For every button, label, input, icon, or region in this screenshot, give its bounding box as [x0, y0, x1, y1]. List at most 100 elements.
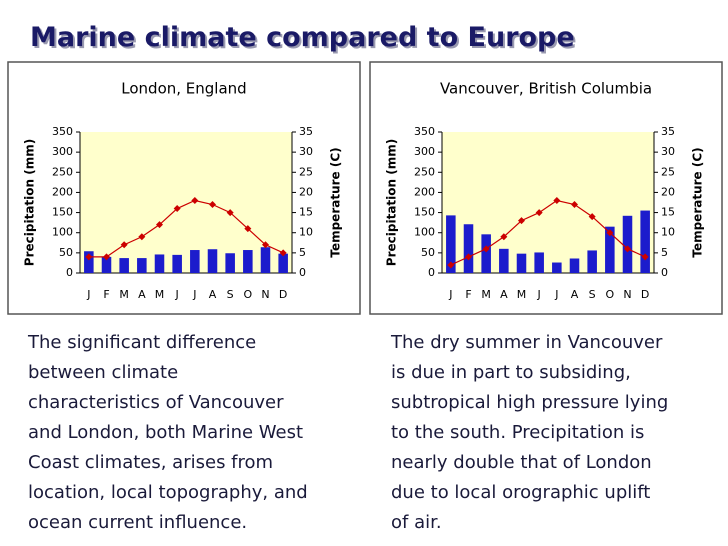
temperature-marker: [500, 233, 508, 241]
y2-tick-label: 10: [661, 226, 675, 239]
precipitation-bar: [101, 256, 112, 273]
y2-tick-label: 5: [299, 246, 306, 259]
x-tick-label: N: [623, 288, 631, 301]
precipitation-bar: [172, 254, 182, 273]
temperature-marker: [138, 233, 146, 241]
y2-tick-label: 20: [299, 185, 313, 198]
y-tick-label: 250: [414, 165, 435, 178]
paragraph-line: subtropical high pressure lying: [391, 392, 668, 413]
paragraph-line: and London, both Marine West: [28, 422, 303, 443]
y-tick-label: 150: [52, 206, 73, 219]
precipitation-bar: [154, 254, 165, 273]
y-tick-label: 100: [414, 226, 435, 239]
precipitation-bar: [243, 250, 253, 273]
y2-tick-label: 15: [661, 206, 675, 219]
temperature-line: [88, 199, 284, 258]
temperature-marker: [588, 213, 596, 221]
temperature-marker: [279, 249, 287, 257]
temperature-marker: [571, 201, 578, 209]
x-tick-label: O: [605, 288, 614, 301]
x-tick-label: M: [155, 288, 165, 301]
x-tick-label: J: [86, 288, 90, 301]
x-tick-label: J: [554, 288, 558, 301]
precipitation-bar: [587, 250, 597, 273]
y-tick-label: 300: [414, 145, 435, 158]
temperature-marker: [606, 229, 614, 237]
precipitation-bar: [260, 247, 271, 273]
y2-tick-label: 0: [299, 266, 306, 279]
temperature-marker: [244, 225, 252, 233]
y-tick-label: 0: [428, 266, 435, 279]
plot-area: [80, 132, 292, 273]
x-tick-label: D: [641, 288, 649, 301]
temperature-marker: [482, 245, 490, 253]
precipitation-bar: [119, 258, 129, 273]
paragraph-line: nearly double that of London: [391, 452, 652, 473]
precipitation-bar: [552, 262, 562, 273]
temperature-marker: [624, 245, 631, 253]
y-tick-label: 350: [414, 125, 435, 138]
x-tick-label: O: [243, 288, 252, 301]
precipitation-bar: [190, 250, 200, 273]
precipitation-bar: [225, 253, 235, 273]
slide-title: Marine climate compared to Europe: [30, 22, 575, 53]
x-tick-label: A: [209, 288, 217, 301]
x-tick-label: S: [227, 288, 234, 301]
y-tick-label: 300: [52, 145, 73, 158]
y-tick-label: 0: [66, 266, 73, 279]
precipitation-bar: [605, 226, 615, 273]
y2-tick-label: 5: [661, 246, 668, 259]
temperature-marker: [85, 253, 93, 261]
y-tick-label: 200: [414, 185, 435, 198]
paragraph-line: location, local topography, and: [28, 482, 308, 503]
y2-axis-label: Temperature (C): [691, 147, 705, 257]
precipitation-bar: [84, 251, 94, 273]
y-tick-label: 200: [52, 185, 73, 198]
x-tick-label: J: [448, 288, 452, 301]
precipitation-bar: [622, 215, 633, 273]
paragraph-line: to the south. Precipitation is: [391, 422, 644, 443]
precipitation-bar: [569, 258, 580, 273]
paragraph-line: is due in part to subsiding,: [391, 362, 631, 383]
x-tick-label: A: [571, 288, 579, 301]
x-tick-label: A: [138, 288, 146, 301]
precipitation-bar: [640, 210, 650, 273]
y2-axis-label: Temperature (C): [329, 147, 343, 257]
y-tick-label: 50: [421, 246, 435, 259]
y2-tick-label: 35: [299, 125, 313, 138]
y2-tick-label: 15: [299, 206, 313, 219]
x-tick-label: M: [481, 288, 491, 301]
x-tick-label: M: [517, 288, 527, 301]
y2-tick-label: 25: [661, 165, 675, 178]
x-tick-label: F: [465, 288, 471, 301]
paragraph-line: due to local orographic uplift: [391, 482, 650, 503]
y2-tick-label: 20: [661, 185, 675, 198]
x-tick-label: J: [537, 288, 541, 301]
x-tick-label: A: [500, 288, 508, 301]
chart-title: Vancouver, British Columbia: [440, 80, 652, 98]
precipitation-bar: [499, 248, 509, 273]
temperature-marker: [173, 205, 181, 213]
plot-area: [442, 132, 654, 273]
y-tick-label: 250: [52, 165, 73, 178]
precipitation-bar: [463, 224, 474, 273]
y2-tick-label: 30: [661, 145, 675, 158]
paragraph-line: between climate: [28, 362, 178, 383]
x-tick-label: S: [589, 288, 596, 301]
temperature-marker: [465, 253, 472, 261]
paragraph-line: ocean current influence.: [28, 512, 247, 533]
temperature-marker: [191, 196, 199, 204]
y-tick-label: 350: [52, 125, 73, 138]
precipitation-bar: [446, 215, 456, 273]
precipitation-bar: [278, 253, 288, 273]
y2-tick-label: 10: [299, 226, 313, 239]
y-tick-label: 100: [52, 226, 73, 239]
x-tick-label: D: [279, 288, 287, 301]
chart-title: London, England: [121, 80, 246, 98]
precipitation-bar: [481, 234, 491, 273]
temperature-marker: [518, 217, 525, 225]
x-tick-label: N: [261, 288, 269, 301]
temperature-marker: [262, 241, 269, 249]
temperature-marker: [535, 209, 543, 217]
